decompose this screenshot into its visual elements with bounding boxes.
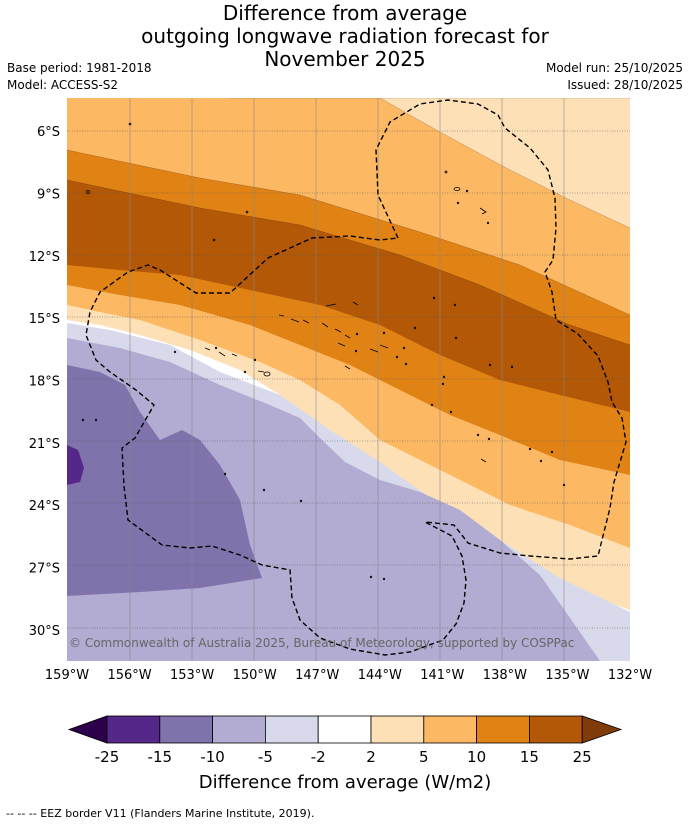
- colorbar-tick-label: -25: [95, 748, 120, 766]
- colorbar-tick-label: -15: [148, 748, 173, 766]
- longitude-tick-label: 156°W: [107, 668, 151, 683]
- longitude-tick-label: 132°W: [608, 668, 652, 683]
- latitude-tick-label: 6°S: [37, 125, 60, 140]
- title-line-1: Difference from average: [222, 1, 468, 25]
- eez-footnote: -- -- -- EEZ border V11 (Flanders Marine…: [6, 807, 315, 820]
- colorbar-max-extend: [581, 715, 623, 744]
- anomaly-field: [67, 98, 630, 661]
- longitude-tick-label: 144°W: [358, 668, 402, 683]
- colorbar-cell: [264, 715, 319, 744]
- longitude-tick-label: 138°W: [483, 668, 527, 683]
- colorbar-cell: [476, 715, 530, 744]
- latitude-tick-label: 24°S: [29, 499, 60, 514]
- band-15-to-25: [67, 180, 630, 412]
- longitude-tick-label: 147°W: [295, 668, 339, 683]
- forecast-map: © Commonwealth of Australia 2025, Bureau…: [29, 98, 652, 793]
- colorbar-tick-label: 5: [419, 748, 429, 766]
- colorbar-cell: [423, 715, 477, 744]
- meridians: [129, 98, 565, 661]
- band-minus-10-to-minus-15: [67, 365, 262, 596]
- colorbar-tick-label: 10: [467, 748, 486, 766]
- longitude-tick-label: 141°W: [420, 668, 464, 683]
- model-name: Model: ACCESS-S2: [7, 78, 119, 92]
- longitude-tick-label: 159°W: [45, 668, 89, 683]
- base-period: Base period: 1981-2018: [7, 61, 152, 75]
- colorbar-tick-label: -2: [311, 748, 326, 766]
- eez-border: [85, 99, 627, 656]
- colorbar-tick-label: 25: [573, 748, 592, 766]
- band-minus-15-to-minus-25: [67, 445, 84, 485]
- colorbar-cell: [159, 715, 214, 744]
- title-line-2: outgoing longwave radiation forecast for: [141, 24, 549, 48]
- colorbar-tick-label: 15: [520, 748, 539, 766]
- latitude-tick-label: 21°S: [29, 437, 60, 452]
- longitude-axis: 159°W 156°W 153°W 150°W 147°W 144°W 141°W 138°W…: [45, 668, 652, 683]
- colorbar-tick-label: -10: [200, 748, 225, 766]
- colorbar-tick-label: 2: [366, 748, 376, 766]
- latitude-tick-label: 15°S: [29, 312, 60, 327]
- colorbar: -25 -15 -10 -5 -2 2 5 10 15 25 Difference from av…: [67, 715, 623, 793]
- issued-date: Issued: 28/10/2025: [567, 78, 683, 92]
- latitude-tick-label: 30°S: [29, 624, 60, 639]
- latitude-tick-label: 18°S: [29, 375, 60, 390]
- colorbar-label: Difference from average (W/m2): [199, 772, 491, 793]
- latitude-tick-label: 27°S: [29, 562, 60, 577]
- copyright-notice: © Commonwealth of Australia 2025, Bureau…: [69, 636, 574, 650]
- colorbar-cell: [317, 715, 372, 744]
- model-run-date: Model run: 25/10/2025: [545, 61, 683, 75]
- islands: [81, 122, 566, 581]
- colorbar-min-extend: [67, 715, 108, 744]
- longitude-tick-label: 153°W: [170, 668, 214, 683]
- latitude-tick-label: 9°S: [37, 188, 60, 203]
- longitude-tick-label: 135°W: [545, 668, 589, 683]
- colorbar-cell: [370, 715, 425, 744]
- latitude-axis: 6°S 9°S 12°S 15°S 18°S 21°S 24°S 27°S 30°S: [29, 125, 60, 639]
- title-line-3: November 2025: [264, 47, 426, 71]
- longitude-tick-label: 150°W: [233, 668, 277, 683]
- colorbar-cell: [212, 715, 266, 744]
- colorbar-cell: [529, 715, 583, 744]
- colorbar-cell: [106, 715, 161, 744]
- latitude-tick-label: 12°S: [29, 250, 60, 265]
- colorbar-tick-label: -5: [258, 748, 273, 766]
